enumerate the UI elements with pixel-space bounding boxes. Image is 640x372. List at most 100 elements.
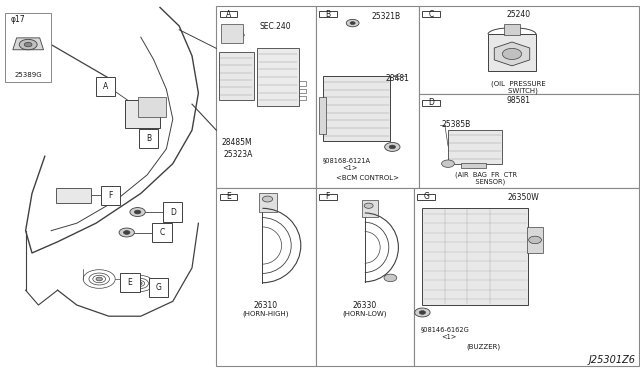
Text: 26350W: 26350W <box>508 193 540 202</box>
Text: 28485M: 28485M <box>221 138 252 147</box>
Text: <BCM CONTROL>: <BCM CONTROL> <box>336 175 399 181</box>
Bar <box>422 100 440 106</box>
Bar <box>96 77 115 96</box>
Circle shape <box>19 39 37 50</box>
Text: A: A <box>103 82 108 91</box>
Bar <box>461 163 486 168</box>
Circle shape <box>134 210 141 214</box>
Circle shape <box>96 277 102 281</box>
Circle shape <box>389 145 396 149</box>
Bar <box>419 6 639 94</box>
Bar <box>422 208 528 305</box>
Bar <box>138 97 166 117</box>
Text: B: B <box>325 10 330 19</box>
Text: E: E <box>127 278 132 287</box>
Text: D: D <box>170 208 176 217</box>
Bar <box>319 97 326 134</box>
Circle shape <box>419 311 426 314</box>
Bar <box>139 129 158 148</box>
Bar <box>316 188 414 366</box>
Text: SENSOR): SENSOR) <box>467 178 506 185</box>
Circle shape <box>130 208 145 217</box>
Circle shape <box>529 236 541 244</box>
Bar <box>488 34 536 71</box>
Circle shape <box>364 203 373 208</box>
Circle shape <box>262 196 273 202</box>
Bar <box>414 188 639 366</box>
Text: 98581: 98581 <box>506 96 531 105</box>
Bar <box>120 273 140 292</box>
Bar <box>319 12 337 17</box>
Circle shape <box>415 308 430 317</box>
Bar <box>527 227 543 253</box>
Text: E: E <box>226 192 231 201</box>
Text: <1>: <1> <box>442 334 457 340</box>
Text: J25301Z6: J25301Z6 <box>589 355 636 365</box>
Text: SEC.240: SEC.240 <box>259 22 291 31</box>
Bar <box>220 194 237 200</box>
Circle shape <box>24 42 32 47</box>
Bar <box>422 12 440 17</box>
Circle shape <box>442 160 454 167</box>
Circle shape <box>502 48 522 60</box>
Bar <box>152 223 172 242</box>
Text: 28481: 28481 <box>386 74 410 83</box>
Text: SWITCH): SWITCH) <box>499 87 538 94</box>
Text: 25321B: 25321B <box>371 12 401 21</box>
Text: C: C <box>429 10 434 19</box>
Bar <box>219 52 254 100</box>
Text: G: G <box>156 283 162 292</box>
Bar <box>125 100 160 128</box>
Bar <box>216 6 316 188</box>
Bar <box>101 186 120 205</box>
Bar <box>149 278 168 297</box>
Bar <box>319 194 337 200</box>
Bar <box>419 94 639 188</box>
Bar <box>504 24 520 35</box>
Bar <box>257 48 299 106</box>
Circle shape <box>384 274 397 282</box>
Circle shape <box>350 22 355 25</box>
Text: 25323A: 25323A <box>223 150 253 158</box>
Bar <box>362 200 378 217</box>
Text: (HORN-HIGH): (HORN-HIGH) <box>243 310 289 317</box>
Text: φ17: φ17 <box>10 15 25 24</box>
Bar <box>323 76 390 141</box>
Text: D: D <box>428 98 435 107</box>
Text: C: C <box>159 228 164 237</box>
Bar <box>259 193 277 212</box>
Text: 25240: 25240 <box>506 10 531 19</box>
Text: 25385B: 25385B <box>442 120 471 129</box>
Bar <box>163 202 182 222</box>
Bar <box>216 188 316 366</box>
Text: 26310: 26310 <box>253 301 278 310</box>
Text: (OIL  PRESSURE: (OIL PRESSURE <box>491 80 546 87</box>
Text: F: F <box>109 191 113 200</box>
Circle shape <box>124 231 130 234</box>
Text: B: B <box>146 134 151 143</box>
Bar <box>448 130 502 164</box>
Text: (HORN-LOW): (HORN-LOW) <box>342 310 387 317</box>
Text: G: G <box>423 192 429 201</box>
Text: (AIR  BAG  FR  CTR: (AIR BAG FR CTR <box>455 171 518 178</box>
Text: <1>: <1> <box>342 165 358 171</box>
Bar <box>316 6 419 188</box>
Text: 26330: 26330 <box>353 301 377 310</box>
Polygon shape <box>494 42 530 66</box>
Circle shape <box>137 282 142 285</box>
Text: (BUZZER): (BUZZER) <box>466 343 500 350</box>
Text: F: F <box>326 192 330 201</box>
Text: §08146-6162G: §08146-6162G <box>420 326 469 332</box>
Bar <box>5 13 51 82</box>
Circle shape <box>119 228 134 237</box>
Bar <box>417 194 435 200</box>
Text: A: A <box>226 10 231 19</box>
Bar <box>56 188 91 203</box>
Bar <box>220 12 237 17</box>
Bar <box>221 24 243 43</box>
Circle shape <box>385 142 400 151</box>
Text: 25389G: 25389G <box>14 72 42 78</box>
Text: §08168-6121A: §08168-6121A <box>323 158 371 164</box>
Polygon shape <box>13 38 44 50</box>
Circle shape <box>346 19 359 27</box>
